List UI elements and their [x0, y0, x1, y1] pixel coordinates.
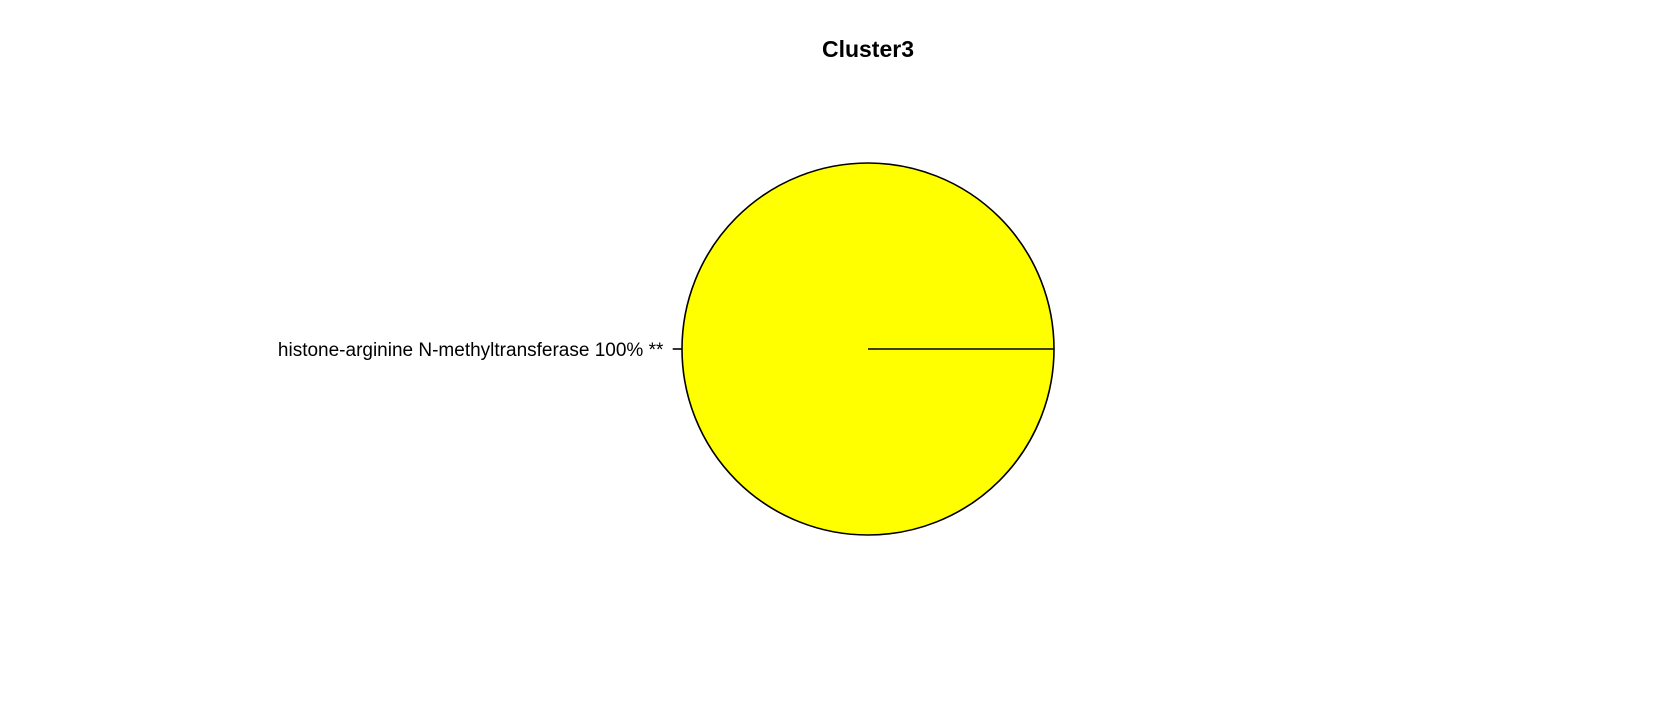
pie-labels: histone-arginine N-methyltransferase 100…	[278, 340, 682, 361]
pie-slices	[681, 162, 1055, 536]
chart-title: Cluster3	[822, 36, 914, 62]
pie-slice-label: histone-arginine N-methyltransferase 100…	[278, 340, 664, 361]
